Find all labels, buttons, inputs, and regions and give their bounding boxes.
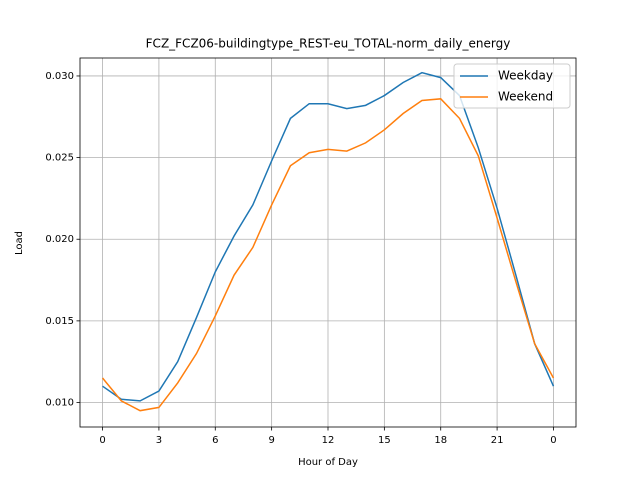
y-tick-label: 0.020 [45, 234, 74, 245]
y-axis-label: Load [14, 231, 25, 255]
y-tick-label: 0.025 [45, 153, 74, 164]
plot-frame [79, 57, 577, 428]
legend-label: Weekday [498, 69, 553, 83]
y-tick-label: 0.030 [45, 71, 74, 82]
legend: Weekday Weekend [453, 63, 571, 109]
x-tick-label: 9 [268, 435, 274, 446]
x-tick-label: 12 [322, 435, 335, 446]
x-tick-label: 0 [99, 435, 105, 446]
x-axis-label: Hour of Day [298, 457, 358, 468]
x-tick-label: 0 [550, 435, 556, 446]
legend-label: Weekend [498, 90, 553, 104]
data-line [101, 98, 555, 412]
data-line [102, 71, 555, 402]
y-tick-label: 0.015 [45, 316, 74, 327]
x-tick-label: 18 [434, 435, 447, 446]
x-tick-label: 15 [378, 435, 391, 446]
x-tick-label: 21 [491, 435, 504, 446]
x-tick-label: 3 [156, 435, 162, 446]
y-tick-label: 0.010 [45, 398, 74, 409]
chart-title: FCZ_FCZ06-buildingtype_REST-eu_TOTAL-nor… [146, 37, 511, 51]
x-tick-label: 6 [212, 435, 218, 446]
